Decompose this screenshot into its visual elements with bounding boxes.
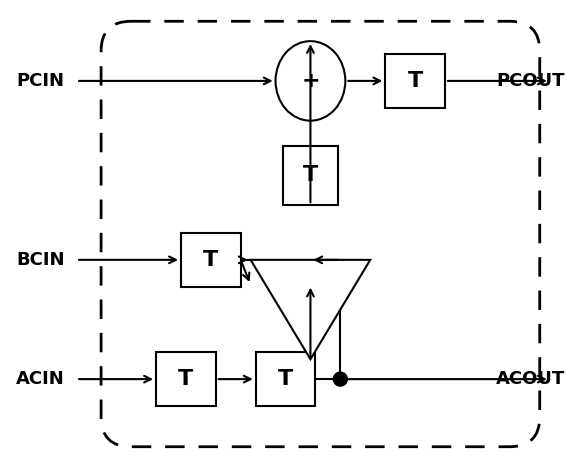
Bar [385,53,445,108]
Text: PCIN: PCIN [16,72,64,90]
Text: T: T [178,369,193,389]
Text: BCIN: BCIN [16,251,65,269]
Bar [156,352,216,407]
Text: T: T [303,165,318,185]
Polygon shape [250,260,370,359]
Bar [283,146,338,205]
Text: ACIN: ACIN [16,370,65,388]
Text: PCOUT: PCOUT [496,72,565,90]
Text: +: + [301,71,320,91]
Text: T: T [203,250,218,270]
Text: T: T [278,369,293,389]
Circle shape [333,372,347,386]
Bar [181,233,241,287]
Text: T: T [407,71,423,91]
Bar [256,352,315,407]
Text: ACOUT: ACOUT [496,370,565,388]
Ellipse shape [275,41,345,121]
